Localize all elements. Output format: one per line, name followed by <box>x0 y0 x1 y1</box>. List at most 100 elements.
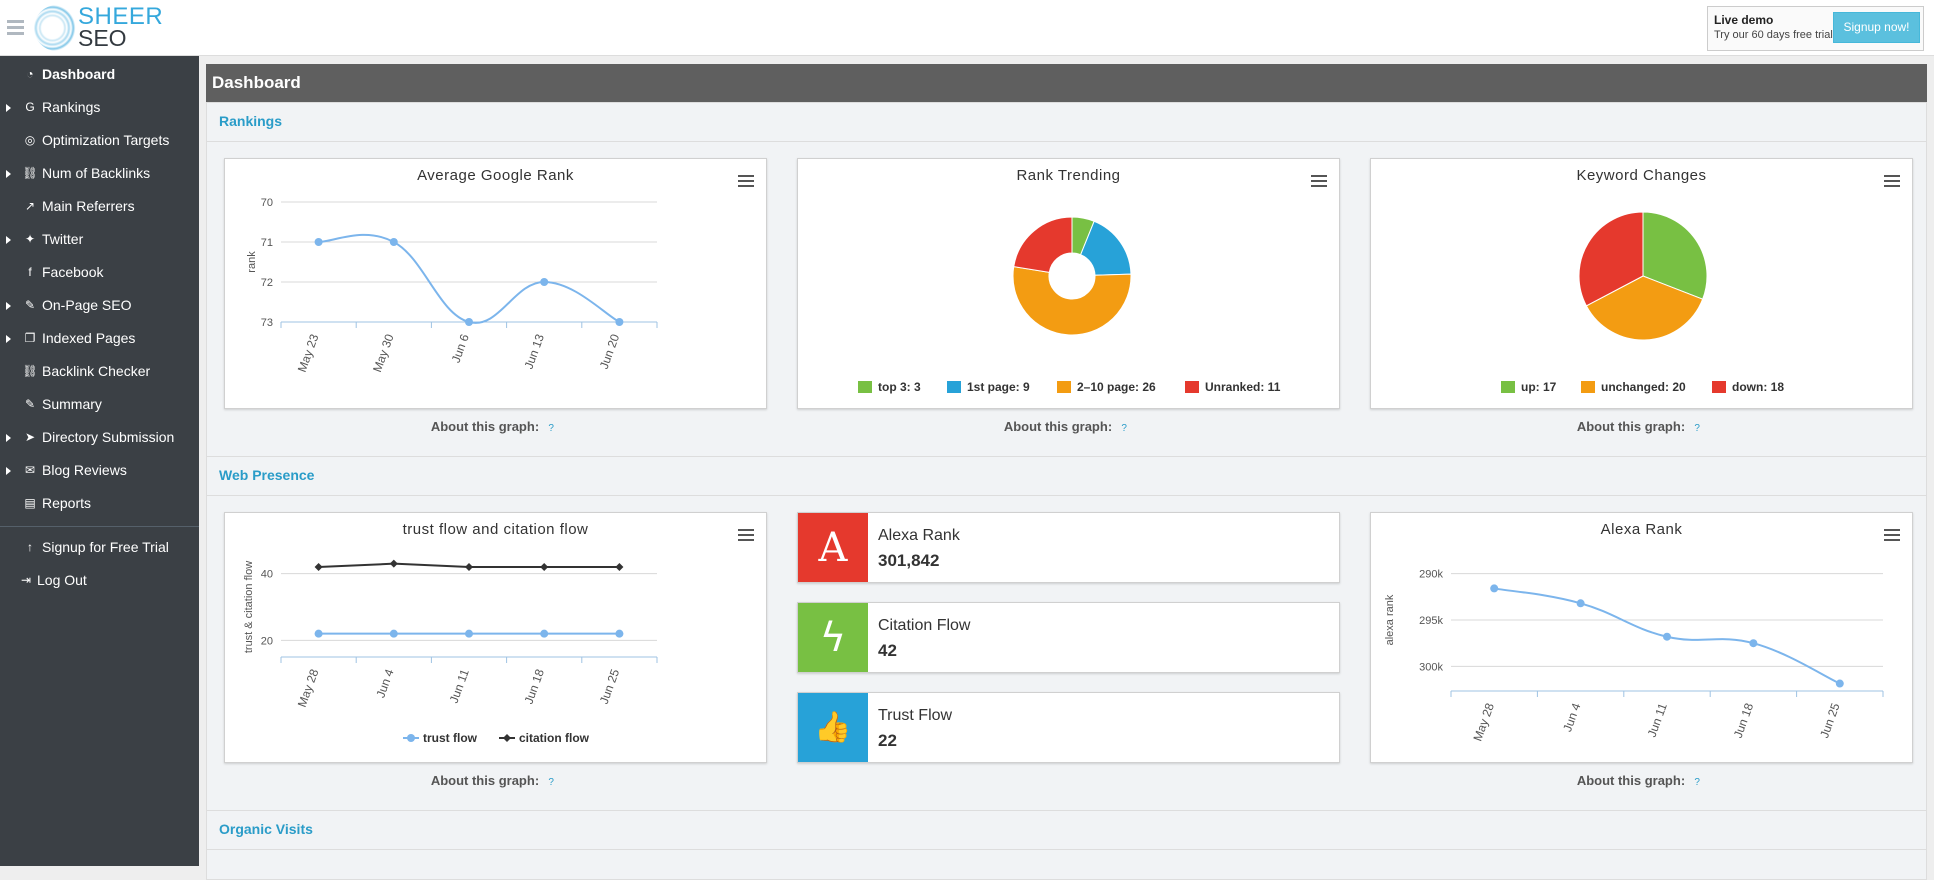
pie-slice <box>1642 211 1708 300</box>
logo-area: SHEER SEO <box>0 0 199 56</box>
bolt-icon: ϟ <box>798 603 868 672</box>
send-icon: ➤ <box>24 430 36 444</box>
sidebar-item-optimization-targets[interactable]: ◎ Optimization Targets <box>0 124 199 157</box>
alexa-rank-card: Alexa Rank 290k 295k 300k May 28 Jun 4 Jun 11… <box>1370 512 1913 763</box>
y-axis-label: alexa rank <box>1384 594 1396 645</box>
y-tick-label: 73 <box>261 317 273 329</box>
sidebar-item-label: Optimization Targets <box>42 132 170 148</box>
legend-label: down: 18 <box>1732 380 1784 394</box>
upload-icon: ↑ <box>27 540 33 554</box>
x-tick-label: Jun 4 <box>373 667 396 700</box>
data-point <box>1749 639 1758 648</box>
legend-label: 1st page: 9 <box>967 380 1030 394</box>
twitter-icon: ✦ <box>24 232 36 246</box>
keyword-changes-card: Keyword Changes up: 17 unchanged: 20 down:… <box>1370 158 1913 409</box>
sidebar-item-summary[interactable]: ✎ Summary <box>0 388 199 421</box>
legend-marker <box>407 734 415 742</box>
x-tick-label: May 28 <box>1470 701 1497 743</box>
about-label: About this graph: <box>430 773 540 788</box>
pie-slice <box>1012 266 1132 336</box>
chart-menu-icon[interactable] <box>1311 175 1327 189</box>
sidebar: SHEER SEO ◔ Dashboard G Rankings ◎ Optimizati… <box>0 0 199 866</box>
data-point <box>465 629 473 638</box>
sidebar-divider <box>0 526 199 527</box>
data-point <box>1576 599 1585 608</box>
rankings-section: Rankings Average Google Rank 70 71 72 73 May… <box>206 102 1927 458</box>
y-axis-label: rank <box>246 251 258 273</box>
sidebar-item-signup-for-free-trial[interactable]: ↑ Signup for Free Trial <box>0 531 199 564</box>
help-icon[interactable]: ? <box>548 777 554 788</box>
data-point <box>465 563 473 571</box>
pie-slice <box>1578 211 1644 307</box>
data-point <box>314 238 323 246</box>
caret-right-icon[interactable] <box>6 434 11 442</box>
sidebar-item-reports[interactable]: ▤ Reports <box>0 487 199 520</box>
comments-icon: ✉ <box>24 463 36 477</box>
caret-right-icon[interactable] <box>6 170 11 178</box>
sidebar-item-twitter[interactable]: ✦ Twitter <box>0 223 199 256</box>
chart-menu-icon[interactable] <box>1884 175 1900 189</box>
sidebar-item-indexed-pages[interactable]: ❐ Indexed Pages <box>0 322 199 355</box>
caret-right-icon[interactable] <box>6 104 11 112</box>
series-line <box>318 233 620 324</box>
y-axis-label: trust & citation flow <box>243 561 255 653</box>
about-label: About this graph: <box>1003 419 1113 434</box>
sidebar-item-log-out[interactable]: ⇥ Log Out <box>0 564 199 597</box>
link-icon: ⛓ <box>22 364 38 378</box>
sidebar-item-main-referrers[interactable]: ↗ Main Referrers <box>0 190 199 223</box>
data-point <box>540 563 549 571</box>
help-icon[interactable]: ? <box>1694 423 1700 434</box>
caret-right-icon[interactable] <box>6 236 11 244</box>
stat-box-alexa-rank: A Alexa Rank 301,842 <box>797 512 1340 583</box>
about-graph-web-1: About this graph:? <box>224 773 764 789</box>
y-tick-label: 71 <box>261 237 273 249</box>
legend-label: citation flow <box>519 731 590 745</box>
caret-right-icon[interactable] <box>6 335 11 343</box>
chart-title: Alexa Rank <box>1600 521 1683 538</box>
about-graph-rankings-1: About this graph:? <box>224 419 764 435</box>
caret-right-icon[interactable] <box>6 302 11 310</box>
copy-icon: ❐ <box>24 331 36 345</box>
x-tick-label: Jun 25 <box>597 667 623 706</box>
sidebar-nav: ◔ Dashboard G Rankings ◎ Optimization Targets… <box>0 58 199 597</box>
hamburger-menu-icon[interactable] <box>7 20 24 36</box>
caret-right-icon[interactable] <box>6 467 11 475</box>
sidebar-item-backlink-checker[interactable]: ⛓ Backlink Checker <box>0 355 199 388</box>
chart-menu-icon[interactable] <box>1884 529 1900 543</box>
sidebar-item-dashboard[interactable]: ◔ Dashboard <box>0 58 199 91</box>
sidebar-item-rankings[interactable]: G Rankings <box>0 91 199 124</box>
trust-citation-flow-card: trust flow and citation flow 20 40 May 28 J… <box>224 512 767 763</box>
legend-label: unchanged: 20 <box>1601 380 1686 394</box>
data-point <box>1490 584 1499 593</box>
data-point <box>389 238 398 246</box>
y-tick-label: 20 <box>261 635 273 647</box>
y-tick-label: 70 <box>261 197 273 209</box>
x-tick-label: Jun 13 <box>522 332 548 371</box>
help-icon[interactable]: ? <box>1694 777 1700 788</box>
chart-menu-icon[interactable] <box>738 175 754 189</box>
signup-now-button[interactable]: Signup now! <box>1833 12 1920 43</box>
sidebar-item-directory-submission[interactable]: ➤ Directory Submission <box>0 421 199 454</box>
chart-title: Rank Trending <box>1016 167 1121 184</box>
sidebar-item-facebook[interactable]: f Facebook <box>0 256 199 289</box>
sidebar-item-blog-reviews[interactable]: ✉ Blog Reviews <box>0 454 199 487</box>
legend-label: up: 17 <box>1521 380 1557 394</box>
sidebar-item-label: Summary <box>42 396 102 412</box>
sidebar-item-num-of-backlinks[interactable]: ⛓ Num of Backlinks <box>0 157 199 190</box>
x-tick-label: May 30 <box>370 332 397 374</box>
y-tick-label: 72 <box>261 277 273 289</box>
sidebar-item-label: Main Referrers <box>42 198 135 214</box>
edit-icon: ✎ <box>24 397 36 411</box>
legend-symbol <box>1185 381 1199 393</box>
sidebar-item-label: Twitter <box>42 231 84 247</box>
help-icon[interactable]: ? <box>548 423 554 434</box>
pdf-icon: ▤ <box>24 496 36 510</box>
legend-label: Unranked: 11 <box>1205 380 1281 394</box>
sidebar-item-on-page-seo[interactable]: ✎ On-Page SEO <box>0 289 199 322</box>
sidebar-item-label: Rankings <box>42 99 101 115</box>
y-tick-label: 290k <box>1419 569 1443 581</box>
chart-title: trust flow and citation flow <box>402 521 589 538</box>
chart-menu-icon[interactable] <box>738 529 754 543</box>
alexa-rank-chart: 290k 295k 300k May 28 Jun 4 Jun 11 Jun 18 Jun 2… <box>1384 569 1884 743</box>
help-icon[interactable]: ? <box>1121 423 1127 434</box>
